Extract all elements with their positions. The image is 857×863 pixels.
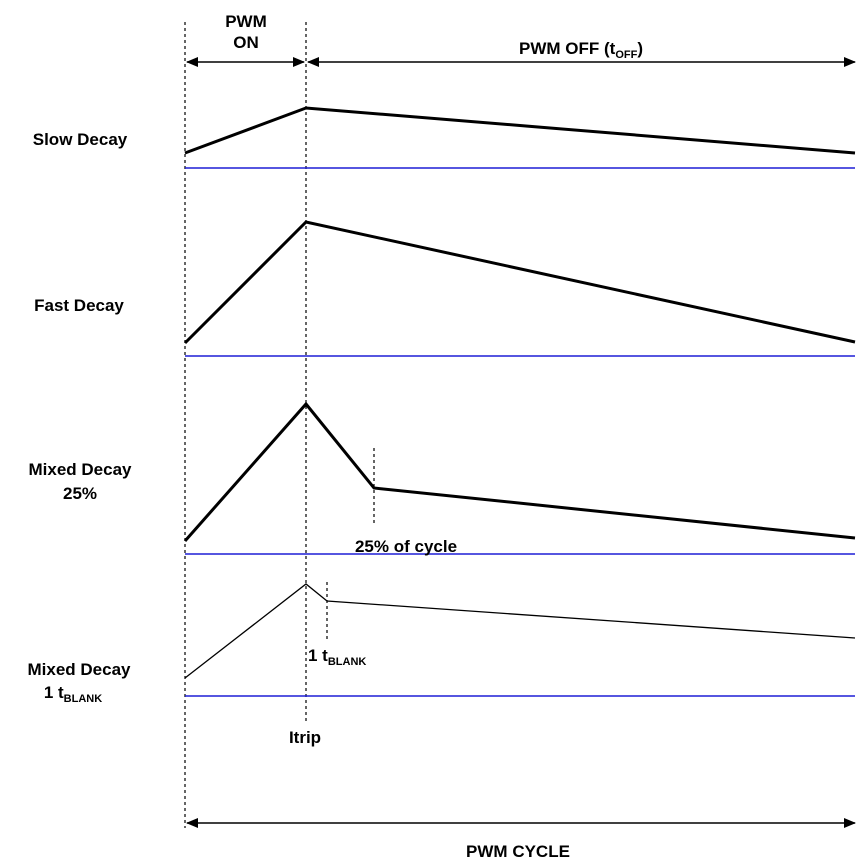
mixed-decay-blank-annotation-sub: BLANK <box>328 656 367 668</box>
mixed-decay-25-label-line2: 25% <box>63 484 97 503</box>
pwm-off-label: PWM OFF (tOFF) <box>519 39 643 61</box>
fast-decay-label: Fast Decay <box>34 296 124 315</box>
slow-decay-label: Slow Decay <box>33 130 128 149</box>
pwm-cycle-label: PWM CYCLE <box>466 842 570 861</box>
mixed-decay-blank-label-sub: BLANK <box>64 693 103 705</box>
pwm-off-main: PWM OFF (t <box>519 39 616 58</box>
mixed-decay-blank-label-main: 1 t <box>44 683 64 702</box>
pwm-off-close: ) <box>637 39 643 58</box>
pwm-on-label-line1: PWM <box>225 12 267 31</box>
mixed-decay-blank-label-line1: Mixed Decay <box>28 660 132 679</box>
pwm-off-sub: OFF <box>615 49 637 61</box>
mixed-decay-blank-waveform <box>184 583 856 679</box>
mixed-decay-blank-label-line2: 1 tBLANK <box>44 683 102 705</box>
mixed-decay-25-label-line1: Mixed Decay <box>29 460 133 479</box>
mixed-decay-blank-annotation: 1 tBLANK <box>308 646 366 668</box>
pwm-on-label-line2: ON <box>233 33 259 52</box>
itrip-label: Itrip <box>289 728 321 747</box>
mixed-decay-25-waveform <box>183 401 856 542</box>
slow-decay-waveform <box>184 106 856 155</box>
mixed-decay-25-annotation: 25% of cycle <box>355 537 457 556</box>
mixed-decay-blank-annotation-main: 1 t <box>308 646 328 665</box>
fast-decay-waveform <box>183 220 856 345</box>
